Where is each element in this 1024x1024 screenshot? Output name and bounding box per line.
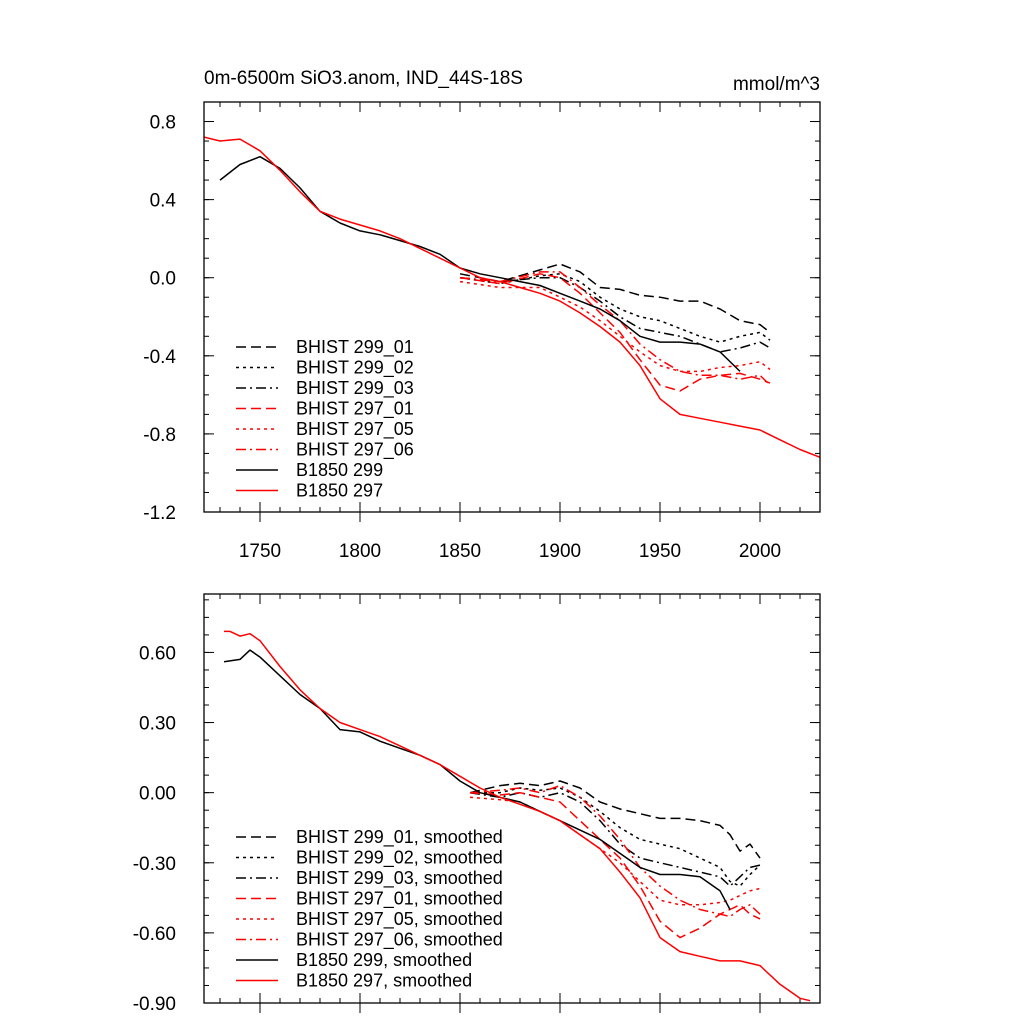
y-tick-label: -0.60: [133, 924, 176, 945]
major-ticks: [204, 594, 820, 1013]
legend-label: B1850 299: [296, 460, 383, 480]
series-line-3: [459, 273, 771, 392]
legend-label: BHIST 299_01: [296, 337, 414, 358]
series-lines: [223, 630, 811, 1002]
x-tick-label: 1950: [639, 541, 681, 562]
legend-label: B1850 297, smoothed: [296, 971, 472, 991]
legend-label: BHIST 297_05: [296, 419, 414, 440]
legend-label: B1850 297: [296, 481, 383, 501]
series-line-7: [204, 136, 820, 458]
x-tick-label: 2000: [739, 541, 781, 562]
y-tick-label: -0.8: [143, 425, 176, 446]
y-tick-label: -0.4: [143, 347, 176, 368]
series-line-3: [469, 791, 761, 939]
series-line-6: [219, 155, 741, 372]
legend-label: BHIST 297_01: [296, 399, 414, 420]
y-tick-label: 0.4: [150, 191, 177, 212]
top-chart-panel: 0m-6500m SiO3.anom, IND_44S-18S mmol/m^3…: [143, 68, 821, 562]
legend-label: BHIST 299_02, smoothed: [296, 848, 503, 869]
chart-title: 0m-6500m SiO3.anom, IND_44S-18S: [204, 68, 523, 89]
legend-label: BHIST 297_06, smoothed: [296, 930, 503, 951]
series-line-7: [224, 630, 811, 1002]
x-tick-label: 1900: [539, 541, 581, 562]
series-line-6: [223, 649, 731, 910]
y-tick-label: 0.30: [139, 714, 176, 735]
series-line-2: [459, 276, 771, 353]
plot-frame: [203, 101, 821, 513]
y-tick-label: 0.60: [139, 643, 176, 664]
legend-label: BHIST 297_06: [296, 440, 414, 461]
legend-label: BHIST 299_03, smoothed: [296, 868, 503, 889]
series-line-4: [459, 280, 771, 373]
y-tick-label: 0.8: [150, 113, 176, 134]
bottom-chart-panel: 0.60 0.30 0.00 -0.30 -0.60 -0.90 BHIST 299_01,…: [133, 593, 821, 1015]
x-tick-label: 1800: [339, 541, 381, 562]
x-tick-label: 1850: [439, 541, 481, 562]
chart-units: mmol/m^3: [733, 74, 820, 95]
series-line-1: [470, 787, 761, 887]
y-tick-label: 0.0: [150, 269, 176, 290]
plot-frame: [203, 593, 821, 1004]
series-line-5: [469, 784, 761, 918]
y-tick-label: -0.30: [133, 854, 176, 875]
legend-label: BHIST 297_05, smoothed: [296, 909, 503, 930]
legend-label: BHIST 299_02: [296, 358, 414, 379]
legend-label: BHIST 299_01, smoothed: [296, 827, 503, 848]
series-lines: [204, 136, 820, 458]
x-tick-label: 1750: [239, 541, 281, 562]
series-line-0: [469, 780, 761, 859]
y-tick-label: -0.90: [133, 994, 176, 1015]
legend-label: BHIST 297_01, smoothed: [296, 889, 503, 910]
y-tick-label: 0.00: [139, 784, 176, 805]
series-line-0: [459, 263, 771, 333]
y-tick-label: -1.2: [143, 503, 176, 524]
legend-label: B1850 299, smoothed: [296, 950, 472, 970]
series-line-5: [459, 271, 771, 386]
legend-label: BHIST 299_03: [296, 378, 414, 399]
